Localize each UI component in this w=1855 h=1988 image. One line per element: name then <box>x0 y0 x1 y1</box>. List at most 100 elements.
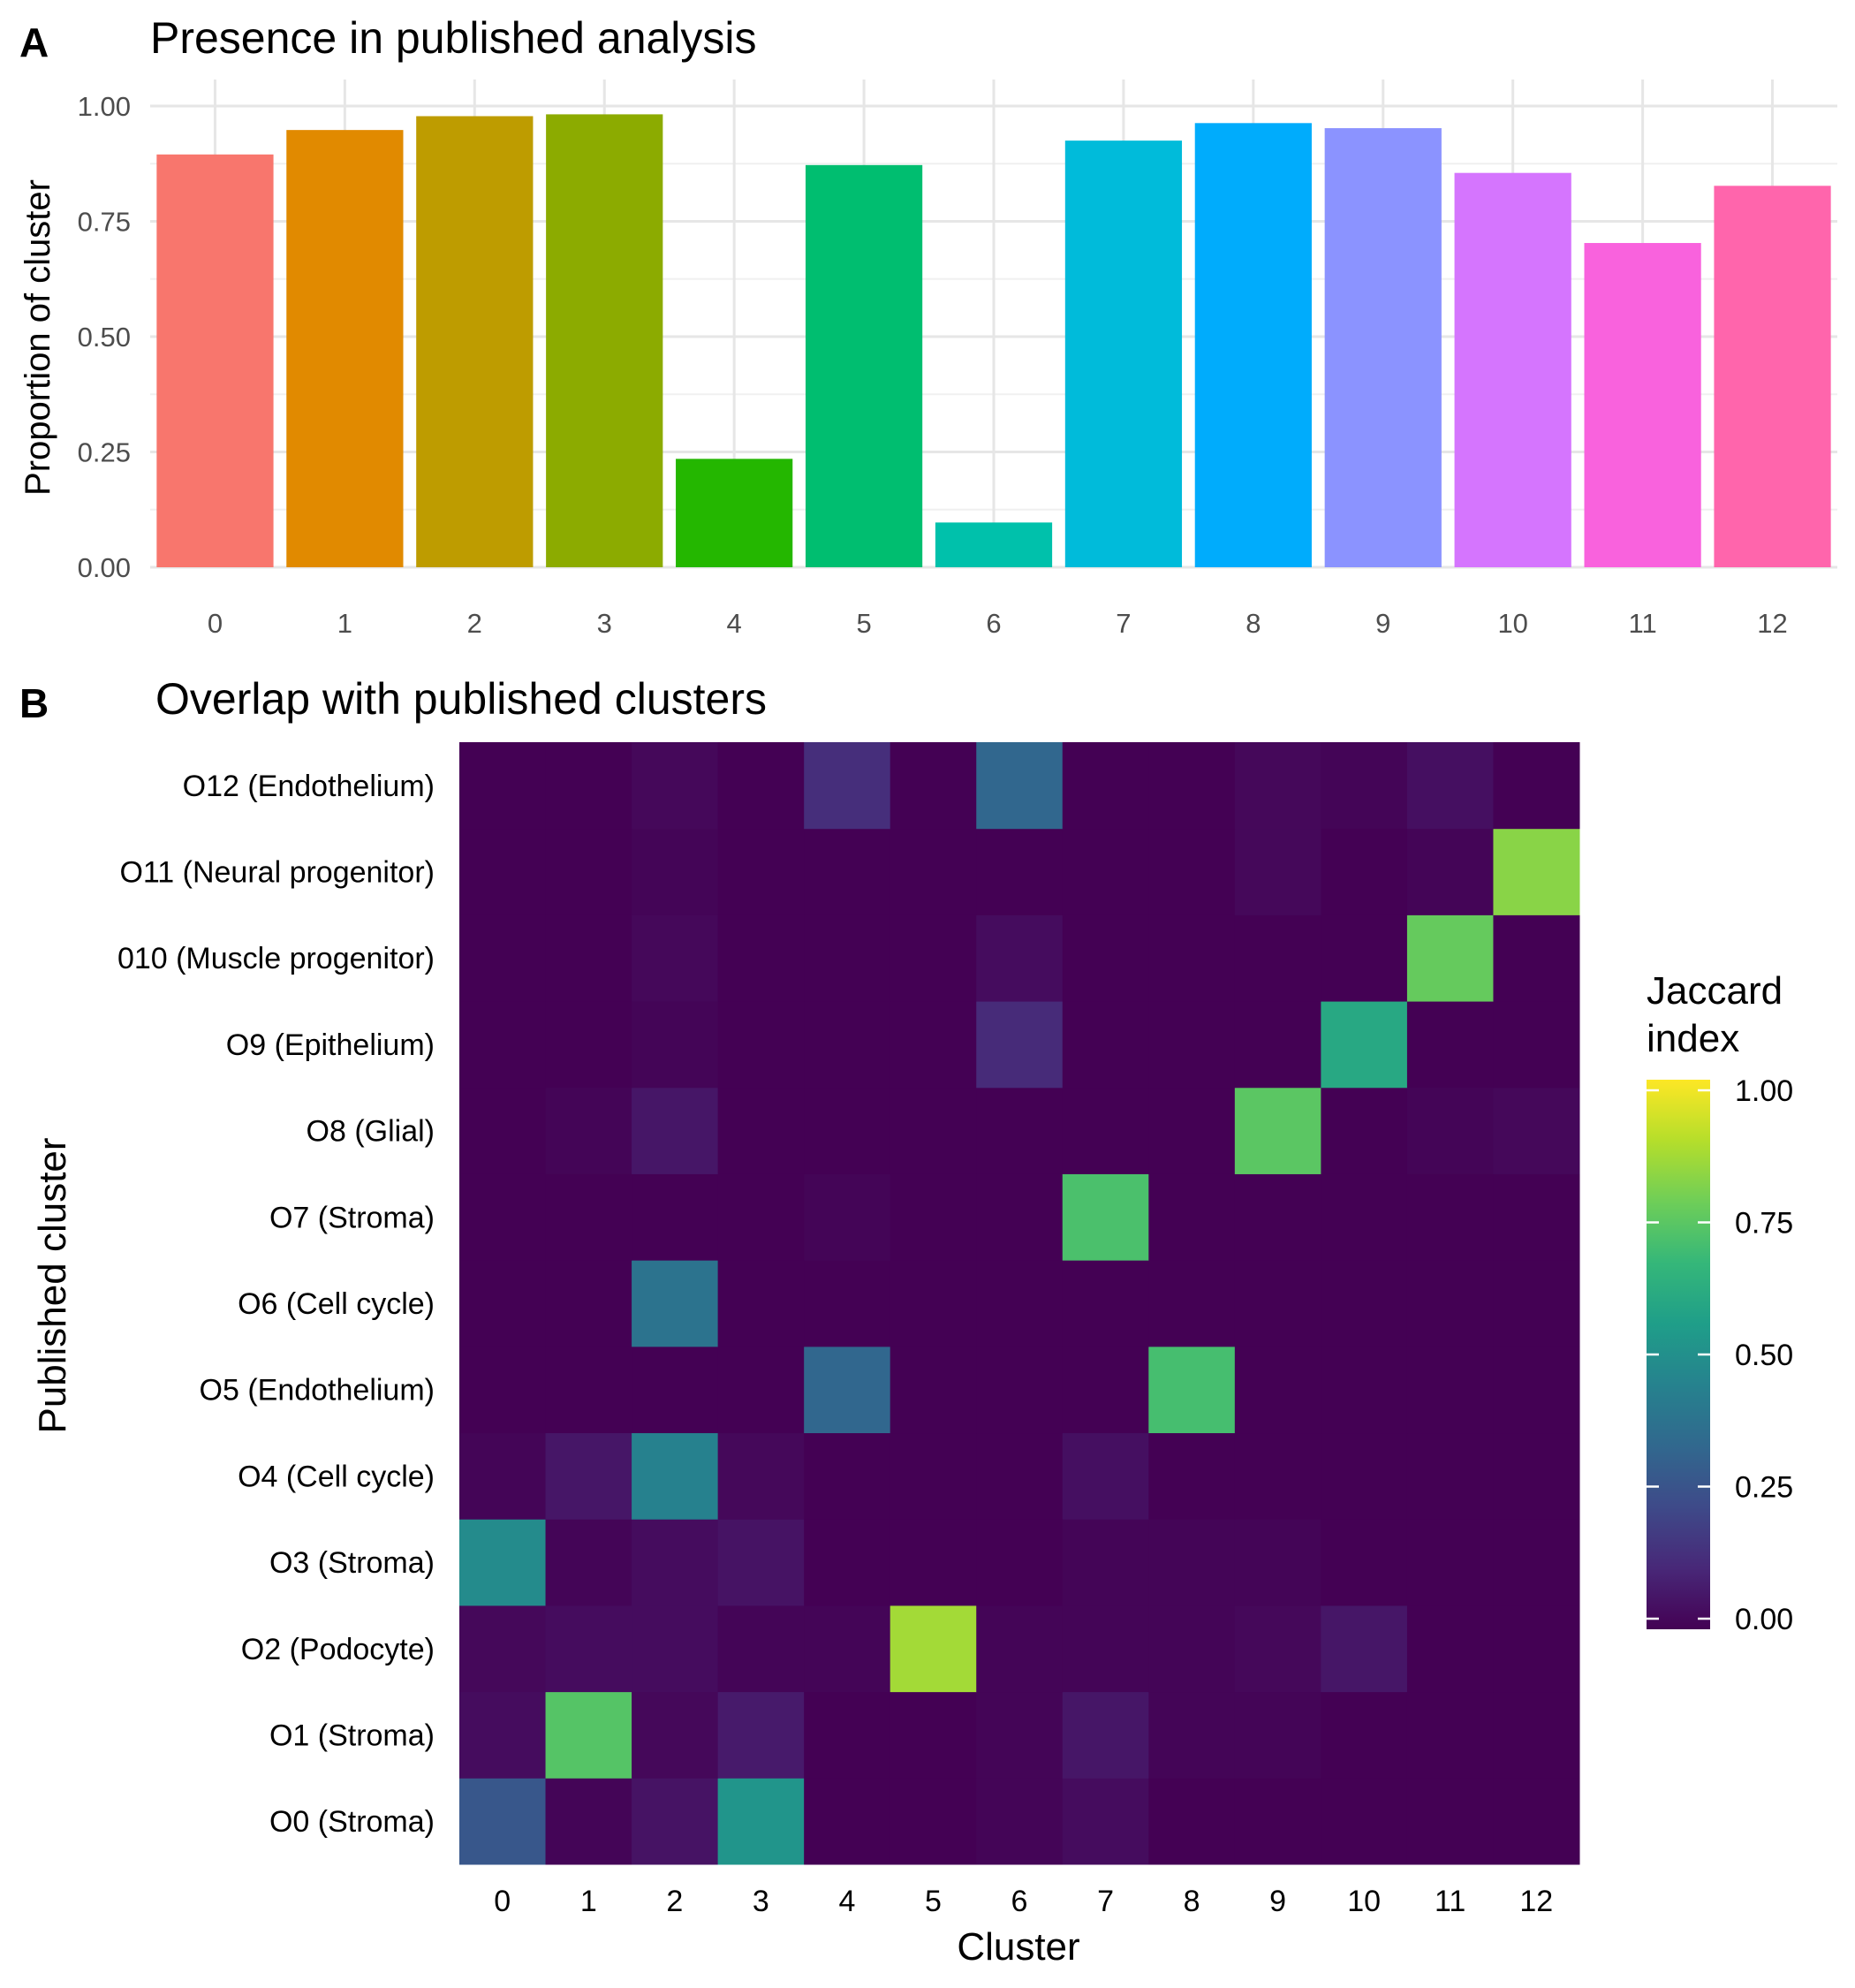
heatmap-cell <box>459 1260 547 1347</box>
heatmap-cell <box>1234 1605 1321 1693</box>
heatmap-cell <box>632 742 719 830</box>
heatmap-cell <box>804 1087 891 1174</box>
heatmap-cell <box>632 1778 719 1865</box>
heatmap-cell <box>632 1260 719 1347</box>
heatmap-cell <box>1321 828 1408 915</box>
heatmap-cell <box>459 742 547 830</box>
heatmap-cell <box>1062 914 1149 1002</box>
x-tick-label: 12 <box>1519 1885 1553 1918</box>
bar-cluster-2 <box>416 116 534 567</box>
heatmap-cell <box>1406 1087 1494 1174</box>
x-tick-label: 5 <box>925 1885 942 1918</box>
heatmap-cell <box>976 1260 1064 1347</box>
heatmap-cell <box>545 1001 632 1089</box>
heatmap-cell <box>976 1605 1064 1693</box>
heatmap-cell <box>890 1605 977 1693</box>
y-tick-label: O3 (Stroma) <box>269 1546 435 1580</box>
x-tick-label: 5 <box>856 608 871 639</box>
heatmap-cell <box>1406 914 1494 1002</box>
colorbar-tick-label: 0.75 <box>1735 1207 1793 1241</box>
heatmap-cell <box>1234 1260 1321 1347</box>
heatmap-cell <box>1493 1778 1580 1865</box>
heatmap-x-axis-label: Cluster <box>957 1925 1079 1969</box>
heatmap-cell <box>1148 1519 1236 1606</box>
x-tick-label: 3 <box>753 1885 769 1918</box>
heatmap-cell <box>976 1691 1064 1779</box>
x-tick-label: 10 <box>1497 608 1527 639</box>
heatmap-cell <box>1062 1173 1149 1261</box>
colorbar-ticks: 0.00 0.25 0.50 0.75 1.00 <box>1647 1074 1793 1636</box>
colorbar-tick-label: 0.00 <box>1735 1603 1793 1636</box>
heatmap-cell <box>545 1778 632 1865</box>
x-tick-label: 11 <box>1435 1885 1465 1918</box>
heatmap-cell <box>459 1691 547 1779</box>
heatmap-cell <box>717 1346 805 1434</box>
y-tick-label: O2 (Podocyte) <box>241 1633 435 1666</box>
y-tick-label: O5 (Endothelium) <box>200 1374 435 1408</box>
bar-cluster-1 <box>286 130 404 568</box>
bar-cluster-11 <box>1584 243 1701 567</box>
heatmap-cells <box>459 742 1580 1865</box>
heatmap-cell <box>1062 1001 1149 1089</box>
x-tick-label: 10 <box>1347 1885 1381 1918</box>
x-tick-label: 2 <box>467 608 482 639</box>
heatmap-cell <box>890 1173 977 1261</box>
bar-cluster-3 <box>546 114 663 567</box>
bar-chart-y-axis-label: Proportion of cluster <box>19 179 57 496</box>
x-tick-label: 7 <box>1097 1885 1114 1918</box>
colorbar-tick-label: 0.50 <box>1735 1339 1793 1372</box>
bar-cluster-5 <box>805 164 923 568</box>
heatmap-cell <box>1321 1173 1408 1261</box>
heatmap-cell <box>1148 1778 1236 1865</box>
heatmap-cell <box>1493 1346 1580 1434</box>
x-tick-label: 4 <box>838 1885 855 1918</box>
heatmap-cell <box>1234 1001 1321 1089</box>
heatmap-cell <box>804 1605 891 1693</box>
heatmap-cell <box>1406 1691 1494 1779</box>
heatmap-cell <box>459 1001 547 1089</box>
heatmap-cell <box>1148 914 1236 1002</box>
heatmap-cell <box>804 1346 891 1434</box>
heatmap-cell <box>1493 1173 1580 1261</box>
x-tick-label: 2 <box>666 1885 683 1918</box>
y-tick-label: 0.50 <box>78 322 131 353</box>
heatmap-cell <box>1062 1519 1149 1606</box>
heatmap-cell <box>545 1087 632 1174</box>
heatmap-cell <box>890 1432 977 1520</box>
heatmap-cell <box>1493 1691 1580 1779</box>
heatmap-cell <box>1321 742 1408 830</box>
heatmap-cell <box>459 1605 547 1693</box>
panel-b-heatmap: B Overlap with published clusters O0 (St… <box>19 674 1793 1969</box>
x-tick-label: 1 <box>580 1885 597 1918</box>
heatmap-cell <box>890 1260 977 1347</box>
heatmap-cell <box>890 1001 977 1089</box>
heatmap-cell <box>545 914 632 1002</box>
heatmap-cell <box>1493 1605 1580 1693</box>
heatmap-cell <box>1493 1260 1580 1347</box>
heatmap-cell <box>890 1778 977 1865</box>
x-tick-label: 12 <box>1757 608 1787 639</box>
heatmap-cell <box>1234 828 1321 915</box>
heatmap-cell <box>976 1432 1064 1520</box>
heatmap-cell <box>976 1173 1064 1261</box>
heatmap-cell <box>1148 1691 1236 1779</box>
bar-cluster-4 <box>676 459 793 567</box>
heatmap-cell <box>1406 1346 1494 1434</box>
heatmap-cell <box>717 1001 805 1089</box>
bar-cluster-12 <box>1714 186 1831 567</box>
heatmap-cell <box>717 1260 805 1347</box>
heatmap-cell <box>545 1260 632 1347</box>
heatmap-cell <box>632 1087 719 1174</box>
heatmap-cell <box>1148 1087 1236 1174</box>
heatmap-cell <box>632 914 719 1002</box>
heatmap-cell <box>1493 914 1580 1002</box>
heatmap-cell <box>1406 1173 1494 1261</box>
heatmap-cell <box>1406 1605 1494 1693</box>
x-tick-label: 9 <box>1269 1885 1286 1918</box>
heatmap-cell <box>717 1519 805 1606</box>
heatmap-cell <box>717 1605 805 1693</box>
panel-a-letter: A <box>19 19 49 65</box>
bar-cluster-9 <box>1324 128 1442 567</box>
heatmap-cell <box>545 1346 632 1434</box>
heatmap-cell <box>1493 1087 1580 1174</box>
